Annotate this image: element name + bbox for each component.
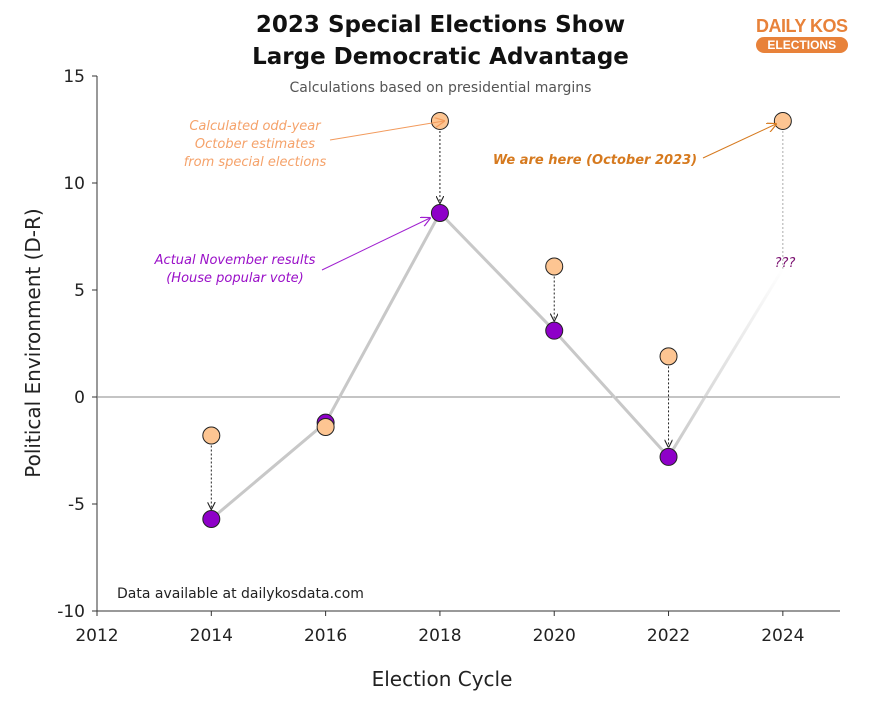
y-tick-label: -5 [68, 495, 85, 515]
x-tick-label: 2012 [75, 626, 118, 646]
actual-result-point [659, 447, 678, 466]
x-axis-label: Election Cycle [372, 667, 513, 691]
y-tick-label: 5 [74, 281, 85, 301]
estimate-point [316, 417, 335, 436]
x-tick-label: 2024 [761, 626, 804, 646]
x-tick-label: 2022 [647, 626, 690, 646]
actual-result-point [545, 321, 564, 340]
source-note: Data available at dailykosdata.com [117, 586, 364, 602]
y-axis-label: Political Environment (D-R) [21, 208, 45, 477]
projection-line [667, 267, 785, 458]
estimates-annotation: Calculated odd-year October estimates fr… [183, 119, 327, 170]
estimates-annotation-arrow [329, 121, 444, 141]
estimate-point [659, 347, 678, 366]
here-annotation: We are here (October 2023) [492, 153, 698, 168]
actual-result-point [202, 509, 221, 528]
estimate-point [430, 111, 449, 130]
daily-kos-elections-logo: DAILY KOS ELECTIONS [756, 16, 848, 53]
estimate-point [202, 426, 221, 445]
y-tick-label: 10 [63, 174, 85, 194]
chart-title-line-2: Large Democratic Advantage [252, 44, 629, 70]
x-tick-label: 2018 [418, 626, 461, 646]
x-tick-label: 2016 [304, 626, 347, 646]
unknown-annotation: ??? [774, 256, 796, 271]
y-tick-label: -10 [57, 602, 85, 622]
actual-annotation: Actual November results (House popular v… [154, 253, 316, 286]
x-tick-label: 2014 [190, 626, 233, 646]
estimate-point [773, 111, 792, 130]
x-tick-label: 2020 [533, 626, 576, 646]
estimate-point [545, 257, 564, 276]
chart-subtitle: Calculations based on presidential margi… [289, 80, 592, 96]
actual-result-point [430, 203, 449, 222]
y-tick-label: 0 [74, 388, 85, 408]
here-annotation-arrow [702, 124, 776, 159]
y-tick-label: 15 [63, 67, 85, 87]
chart-title-line-1: 2023 Special Elections Show [255, 12, 626, 38]
actual-annotation-arrow [321, 218, 430, 271]
